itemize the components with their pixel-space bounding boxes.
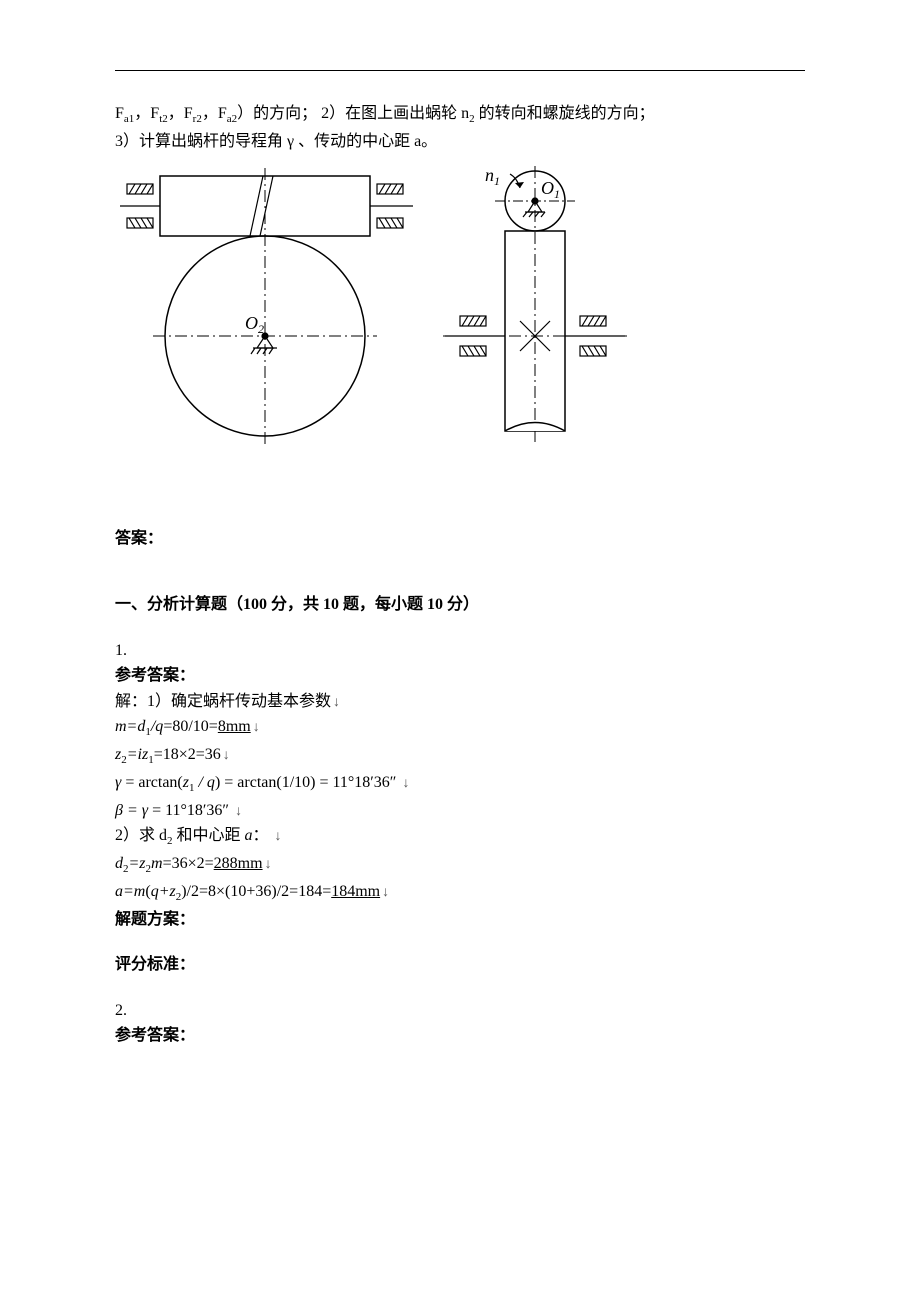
worm-diagram-front: O2 [115,166,415,446]
section-heading: 一、分析计算题（100 分，共 10 题，每小题 10 分） [115,592,805,618]
header-rule [115,70,805,71]
question-text-line2: 3）计算出蜗杆的导程角 γ 、传动的中心距 a。 [115,129,805,155]
q1-line6: 2）求 d2 和中心距 a： ↓ [115,823,805,851]
answer-heading: 答案： [115,526,805,552]
q1-line8: a=m(q+z2)/2=8×(10+36)/2=184=184mm↓ [115,879,805,907]
diagram-row: O2 O1 n1 [115,166,805,446]
q2-ref-answer-label: 参考答案： [115,1023,805,1049]
q1-solution-label: 解题方案： [115,907,805,933]
q1-line1: 解：1）确定蜗杆传动基本参数↓ [115,689,805,715]
q1-line7: d2=z2m=36×2=288mm↓ [115,851,805,879]
n1-label: n1 [485,166,500,188]
q1-line2: m=d1/q=80/10=8mm↓ [115,714,805,742]
q2-number: 2. [115,998,805,1024]
q1-line3: z2=iz1=18×2=36↓ [115,742,805,770]
q1-line5: β = γ = 11°18′36″ ↓ [115,798,805,824]
question-text-line1: Fa1，Ft2，Fr2，Fa2）的方向； 2）在图上画出蜗轮 n2 的转向和螺旋… [115,101,805,129]
worm-diagram-side: O1 n1 [425,166,635,446]
q1-grading-label: 评分标准： [115,952,805,978]
q1-line4: γ = arctan(z1 / q) = arctan(1/10) = 11°1… [115,770,805,798]
o2-label: O2 [245,313,264,336]
q1-number: 1. [115,638,805,664]
q1-ref-answer-label: 参考答案： [115,663,805,689]
